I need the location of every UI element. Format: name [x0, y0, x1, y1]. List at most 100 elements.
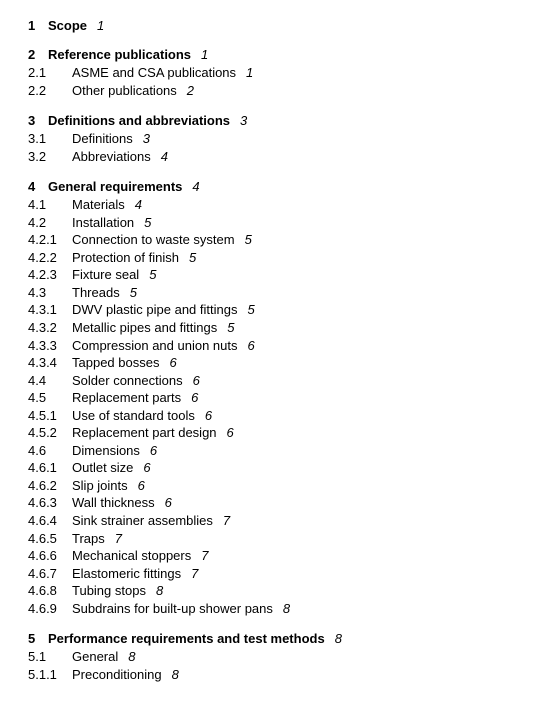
toc-entry: 4.3.4Tapped bosses6	[28, 354, 538, 372]
entry-page: 6	[205, 408, 212, 423]
toc-section: 2Reference publications12.1ASME and CSA …	[28, 47, 538, 99]
entry-title: Slip joints	[72, 478, 128, 493]
toc-section: 5Performance requirements and test metho…	[28, 631, 538, 683]
section-page: 3	[240, 113, 247, 128]
entry-title: Definitions	[72, 131, 133, 146]
entry-page: 6	[227, 425, 234, 440]
toc-entry: 4.3.1DWV plastic pipe and fittings 5	[28, 301, 538, 319]
entry-title: Threads	[72, 285, 120, 300]
toc-entry: 3.2Abbreviations4	[28, 148, 538, 166]
toc-entry: 5.1General 8	[28, 648, 538, 666]
toc-entry: 4.2.2Protection of finish 5	[28, 249, 538, 267]
entry-page: 5	[144, 215, 151, 230]
entry-number: 4.5.1	[28, 407, 72, 425]
section-number: 4	[28, 179, 48, 194]
entry-number: 4.6.9	[28, 600, 72, 618]
entry-page: 6	[248, 338, 255, 353]
toc-entry: 4.6.9Subdrains for built-up shower pans8	[28, 600, 538, 618]
entry-page: 5	[149, 267, 156, 282]
toc-section-head: 5Performance requirements and test metho…	[28, 631, 538, 646]
toc-section: 1Scope1	[28, 18, 538, 33]
entry-number: 4.3.1	[28, 301, 72, 319]
entry-number: 4.3.2	[28, 319, 72, 337]
entry-title: Mechanical stoppers	[72, 548, 191, 563]
toc-section: 3Definitions and abbreviations33.1Defini…	[28, 113, 538, 165]
entry-page: 6	[191, 390, 198, 405]
entry-number: 5.1	[28, 648, 72, 666]
entry-title: Replacement part design	[72, 425, 217, 440]
entry-number: 4.3.3	[28, 337, 72, 355]
entry-number: 4.2.3	[28, 266, 72, 284]
toc-entry: 4.6.8Tubing stops 8	[28, 582, 538, 600]
toc-entry: 4.2.1Connection to waste system5	[28, 231, 538, 249]
entry-page: 1	[246, 65, 253, 80]
entry-title: Compression and union nuts	[72, 338, 238, 353]
toc-entry: 4.2Installation5	[28, 214, 538, 232]
entry-page: 6	[143, 460, 150, 475]
entry-number: 4.2	[28, 214, 72, 232]
entry-number: 4.5	[28, 389, 72, 407]
entry-title: Tubing stops	[72, 583, 146, 598]
section-number: 5	[28, 631, 48, 646]
entry-title: Use of standard tools	[72, 408, 195, 423]
entry-page: 5	[189, 250, 196, 265]
section-title: Definitions and abbreviations	[48, 113, 230, 128]
entry-title: Solder connections	[72, 373, 183, 388]
entry-title: General	[72, 649, 118, 664]
entry-title: Subdrains for built-up shower pans	[72, 601, 273, 616]
section-title: Scope	[48, 18, 87, 33]
toc-entry: 4.6.2Slip joints6	[28, 477, 538, 495]
toc-entry: 4.2.3Fixture seal5	[28, 266, 538, 284]
entry-title: Outlet size	[72, 460, 133, 475]
section-number: 1	[28, 18, 48, 33]
entry-page: 8	[156, 583, 163, 598]
entry-number: 5.1.1	[28, 666, 72, 684]
toc-entry: 4.6.6Mechanical stoppers7	[28, 547, 538, 565]
toc-entry: 4.5.2Replacement part design 6	[28, 424, 538, 442]
entry-number: 4.6.4	[28, 512, 72, 530]
section-page: 1	[201, 47, 208, 62]
entry-number: 4.6.3	[28, 494, 72, 512]
section-title: Performance requirements and test method…	[48, 631, 325, 646]
entry-title: Materials	[72, 197, 125, 212]
entry-page: 5	[130, 285, 137, 300]
entry-title: Metallic pipes and fittings	[72, 320, 217, 335]
toc-section-head: 3Definitions and abbreviations3	[28, 113, 538, 128]
entry-title: Protection of finish	[72, 250, 179, 265]
entry-number: 4.6.8	[28, 582, 72, 600]
entry-page: 6	[138, 478, 145, 493]
entry-number: 4.6.1	[28, 459, 72, 477]
section-page: 4	[192, 179, 199, 194]
toc-entry: 3.1Definitions3	[28, 130, 538, 148]
entry-number: 4.2.2	[28, 249, 72, 267]
toc-entry: 4.5.1Use of standard tools 6	[28, 407, 538, 425]
entry-title: Tapped bosses	[72, 355, 159, 370]
entry-title: Wall thickness	[72, 495, 155, 510]
entry-number: 4.1	[28, 196, 72, 214]
entry-number: 4.5.2	[28, 424, 72, 442]
toc-entry: 4.6.3Wall thickness 6	[28, 494, 538, 512]
table-of-contents: 1Scope12Reference publications12.1ASME a…	[28, 18, 538, 683]
toc-entry: 2.2Other publications2	[28, 82, 538, 100]
section-number: 2	[28, 47, 48, 62]
entry-page: 7	[223, 513, 230, 528]
entry-title: Dimensions	[72, 443, 140, 458]
entry-page: 5	[247, 302, 254, 317]
section-title: General requirements	[48, 179, 182, 194]
toc-entry: 4.5Replacement parts6	[28, 389, 538, 407]
toc-entry: 4.3Threads5	[28, 284, 538, 302]
entry-title: ASME and CSA publications	[72, 65, 236, 80]
toc-entry: 4.6.1Outlet size 6	[28, 459, 538, 477]
toc-entry: 4.4Solder connections6	[28, 372, 538, 390]
toc-entry: 5.1.1Preconditioning8	[28, 666, 538, 684]
toc-entry: 4.6.5Traps7	[28, 530, 538, 548]
entry-page: 2	[187, 83, 194, 98]
entry-number: 4.6.7	[28, 565, 72, 583]
toc-entry: 4.3.3Compression and union nuts 6	[28, 337, 538, 355]
entry-title: DWV plastic pipe and fittings	[72, 302, 237, 317]
entry-page: 8	[128, 649, 135, 664]
entry-page: 3	[143, 131, 150, 146]
entry-page: 6	[165, 495, 172, 510]
section-number: 3	[28, 113, 48, 128]
entry-number: 4.2.1	[28, 231, 72, 249]
